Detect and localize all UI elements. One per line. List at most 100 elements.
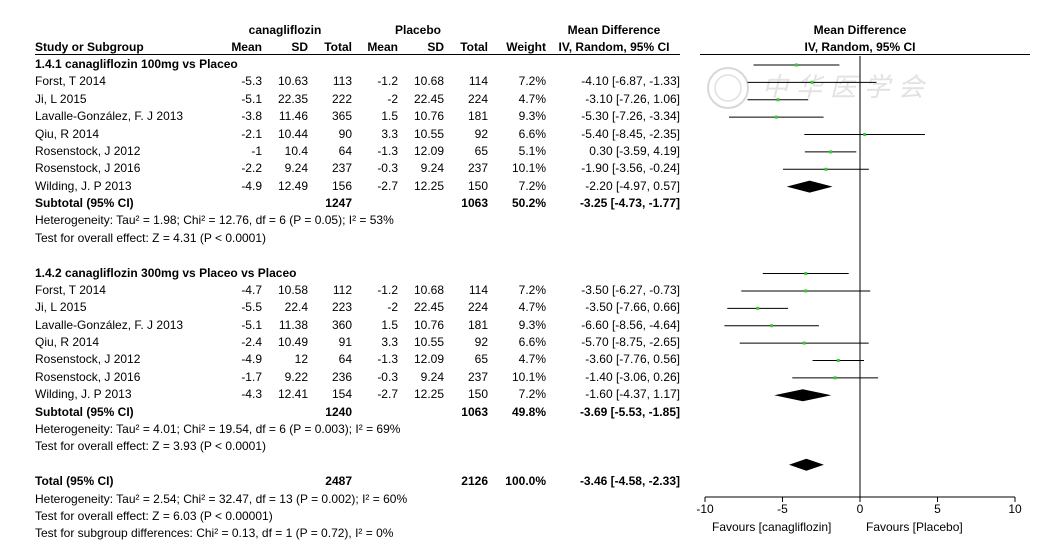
cell-ci: -2.20 [-4.97, 0.57]: [585, 178, 680, 193]
study-name: Ji, L 2015: [35, 300, 87, 315]
cell-w: 50.2%: [511, 196, 546, 211]
cell-sd1: 12: [294, 352, 308, 367]
cell-m2: -2.7: [377, 387, 398, 402]
stat-note: Test for overall effect: Z = 3.93 (P < 0…: [35, 439, 267, 454]
study-column-header: Study or Subgroup: [35, 40, 144, 54]
stat-note: Test for overall effect: Z = 6.03 (P < 0…: [35, 508, 273, 523]
effect-point: [863, 133, 867, 137]
watermark: 中华医学会: [700, 62, 1000, 112]
cell-sd1: 22.4: [284, 300, 308, 315]
cell-w: 6.6%: [518, 335, 546, 350]
header-rule-left: [35, 54, 680, 55]
subtotal-label: Subtotal (95% CI): [35, 196, 134, 211]
cell-sd2: 9.24: [420, 369, 444, 384]
md-plot-title: Mean Difference: [813, 23, 907, 37]
cell-m2: 1.5: [381, 109, 398, 124]
cell-m2: -0.3: [377, 369, 398, 384]
stat-note: Test for overall effect: Z = 4.31 (P < 0…: [35, 230, 267, 245]
cell-m2: 1.5: [381, 317, 398, 332]
total-label: Total (95% CI): [35, 474, 114, 489]
cell-sd1: 22.35: [277, 91, 308, 106]
cell-n1: 91: [338, 335, 352, 350]
cell-ci: -1.60 [-4.37, 1.17]: [585, 387, 680, 402]
cell-m1: -2.1: [241, 126, 262, 141]
cell-ci: -3.50 [-6.27, -0.73]: [581, 282, 680, 297]
cell-n2: 92: [474, 126, 488, 141]
study-name: Lavalle-González, F. J 2013: [35, 109, 184, 124]
cell-m2: 3.3: [381, 126, 398, 141]
effect-point: [833, 376, 837, 380]
cell-sd1: 9.24: [284, 161, 308, 176]
cell-m1: -4.7: [241, 282, 262, 297]
cell-n1: 154: [331, 387, 352, 402]
weight-header: Weight: [506, 40, 546, 54]
pooled-diamond: [774, 389, 832, 402]
sd1-header: SD: [291, 40, 308, 54]
study-name: Rosenstock, J 2016: [35, 161, 141, 176]
stat-note: Heterogeneity: Tau² = 1.98; Chi² = 12.76…: [35, 213, 394, 228]
cell-sd1: 10.49: [277, 335, 308, 350]
cell-m1: -4.3: [241, 387, 262, 402]
cell-n2: 92: [474, 335, 488, 350]
cell-sd1: 10.58: [277, 282, 308, 297]
cell-n1: 113: [332, 74, 352, 89]
watermark-text: 中华医学会: [762, 73, 933, 103]
cell-m1: -2.2: [241, 161, 262, 176]
cell-w: 9.3%: [518, 109, 546, 124]
cell-m2: -1.3: [377, 143, 398, 158]
cell-n1: 223: [331, 300, 352, 315]
effect-point: [794, 63, 798, 67]
cell-w: 4.7%: [518, 300, 546, 315]
pooled-diamond: [789, 458, 824, 471]
study-name: Forst, T 2014: [35, 74, 106, 89]
cell-m1: -3.8: [241, 109, 262, 124]
sd2-header: SD: [427, 40, 444, 54]
cell-w: 7.2%: [518, 178, 546, 193]
cell-n2: 224: [467, 300, 488, 315]
cell-w: 10.1%: [511, 369, 546, 384]
favours-right-label: Favours [Placebo]: [866, 520, 963, 534]
cell-n2: 114: [468, 282, 488, 297]
cell-sd1: 11.38: [278, 317, 308, 332]
x-tick-label: 5: [934, 502, 941, 516]
cell-sd1: 10.63: [277, 74, 308, 89]
effect-point: [804, 272, 808, 276]
cell-sd2: 10.68: [413, 74, 444, 89]
effect-point: [804, 289, 808, 293]
group2-header: Placebo: [394, 23, 442, 37]
pooled-diamond: [786, 180, 833, 193]
header-rule-right: [700, 54, 1030, 55]
cell-sd1: 12.49: [277, 178, 308, 193]
cell-sd2: 10.68: [413, 282, 444, 297]
cell-sd2: 12.25: [413, 178, 444, 193]
cell-w: 5.1%: [518, 143, 546, 158]
cell-ci: -5.70 [-8.75, -2.65]: [581, 335, 680, 350]
effect-point: [810, 80, 814, 84]
cell-m2: -0.3: [377, 161, 398, 176]
cell-n1: 222: [331, 91, 352, 106]
cell-n2: 1063: [461, 196, 488, 211]
cell-w: 7.2%: [518, 74, 546, 89]
cell-sd2: 9.24: [420, 161, 444, 176]
cell-m1: -4.9: [241, 352, 262, 367]
cell-sd2: 22.45: [413, 300, 444, 315]
cell-ci: -5.40 [-8.45, -2.35]: [581, 126, 680, 141]
cell-n1: 90: [338, 126, 352, 141]
cell-w: 4.7%: [518, 91, 546, 106]
effect-point: [774, 115, 778, 119]
cell-ci: -3.10 [-7.26, 1.06]: [585, 91, 680, 106]
cell-n2: 65: [474, 352, 488, 367]
cell-n2: 181: [467, 109, 488, 124]
cell-sd2: 12.25: [413, 387, 444, 402]
x-tick-label: 10: [1008, 502, 1022, 516]
cell-n1: 365: [331, 109, 352, 124]
effect-point: [770, 324, 774, 328]
cell-n1: 1240: [325, 404, 352, 419]
cell-m2: 3.3: [381, 335, 398, 350]
cell-n2: 2126: [461, 474, 488, 489]
cell-n1: 360: [331, 317, 352, 332]
effect-point: [829, 150, 833, 154]
cell-sd1: 10.44: [277, 126, 308, 141]
cell-m1: -5.1: [241, 91, 262, 106]
